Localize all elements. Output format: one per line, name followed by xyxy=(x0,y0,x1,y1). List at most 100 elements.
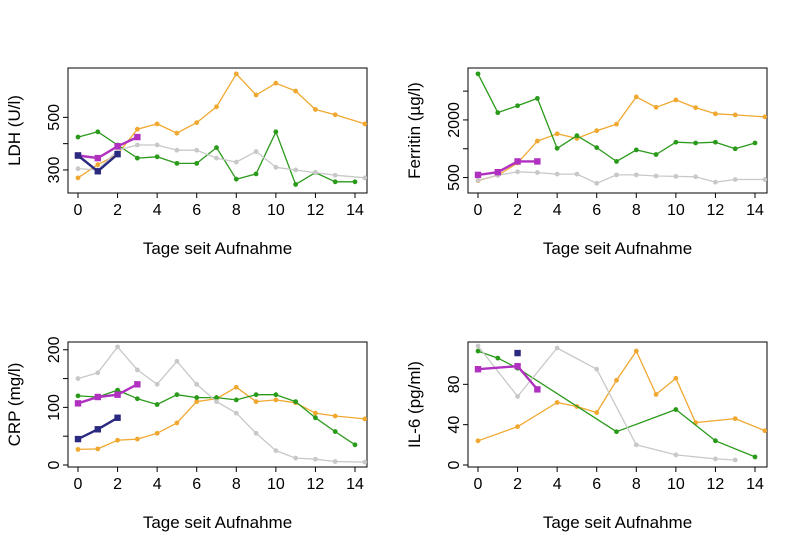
data-point-purple xyxy=(474,366,482,373)
series-line-orange xyxy=(477,350,766,442)
data-point-orange xyxy=(95,446,101,452)
data-point-green xyxy=(752,454,758,460)
x-tick-label: 14 xyxy=(746,202,764,219)
data-point-gray xyxy=(574,171,580,177)
data-point-gray xyxy=(475,343,481,349)
y-tick-label: 500 xyxy=(46,104,63,131)
x-tick-label: 8 xyxy=(632,476,641,493)
x-axis-label: Tage seit Aufnahme xyxy=(143,239,292,258)
x-tick-label: 0 xyxy=(474,202,483,219)
data-point-gray xyxy=(713,179,718,185)
data-point-green xyxy=(253,171,259,177)
data-point-green xyxy=(233,397,239,403)
data-point-orange xyxy=(614,121,619,127)
data-point-gray xyxy=(762,177,767,182)
data-point-gray xyxy=(115,344,120,350)
data-point-gray xyxy=(313,456,318,462)
y-tick-label: 100 xyxy=(46,394,63,421)
data-point-green xyxy=(95,129,101,135)
y-axis-label: CRP (mg/l) xyxy=(5,363,24,447)
data-point-navy xyxy=(74,435,82,443)
series-line-purple xyxy=(77,136,138,160)
chart-panel-1: 0 2 4 6 8 10 12 14 300 500 Tage seit Aufnahme LDH (… xyxy=(5,67,368,258)
data-point-green xyxy=(115,387,120,393)
data-point-orange xyxy=(154,430,160,436)
data-point-gray xyxy=(134,142,140,148)
data-point-gray xyxy=(515,169,520,175)
data-point-gray xyxy=(633,442,639,448)
data-point-green xyxy=(293,182,299,187)
data-point-gray xyxy=(174,358,180,364)
data-point-orange xyxy=(174,420,180,426)
data-point-purple xyxy=(94,154,101,162)
y-tick-label: 500 xyxy=(446,164,463,191)
data-point-gray xyxy=(554,171,560,177)
data-point-green xyxy=(214,395,219,400)
x-tick-label: 14 xyxy=(346,476,364,493)
data-point-gray xyxy=(273,164,279,170)
x-tick-label: 10 xyxy=(667,476,685,493)
series-line-green xyxy=(477,73,756,163)
data-point-green xyxy=(614,159,619,164)
x-tick-label: 2 xyxy=(513,202,522,219)
data-point-orange xyxy=(313,107,318,112)
y-tick-label: 0 xyxy=(446,460,463,469)
data-point-purple xyxy=(94,393,101,401)
data-point-orange xyxy=(362,416,367,422)
data-point-orange xyxy=(673,375,679,381)
data-point-orange xyxy=(594,410,600,415)
data-point-orange xyxy=(673,97,679,103)
x-tick-label: 8 xyxy=(632,202,641,219)
data-point-green xyxy=(752,140,758,146)
plot-frame xyxy=(467,341,768,468)
data-point-green xyxy=(154,402,160,407)
data-point-gray xyxy=(214,155,219,161)
data-point-orange xyxy=(214,104,219,110)
data-point-green xyxy=(693,140,699,146)
data-point-gray xyxy=(594,366,600,372)
data-point-orange xyxy=(362,121,367,127)
data-point-green xyxy=(515,103,520,109)
data-point-gray xyxy=(95,370,101,376)
data-point-gray xyxy=(293,167,299,173)
x-tick-label: 6 xyxy=(192,476,201,493)
series-line-orange xyxy=(77,73,366,179)
data-point-gray xyxy=(214,399,219,405)
data-point-green xyxy=(154,154,160,160)
data-point-gray xyxy=(75,376,81,381)
data-point-green xyxy=(475,71,481,77)
data-point-green xyxy=(332,429,338,434)
x-tick-label: 2 xyxy=(513,476,522,493)
data-point-orange xyxy=(475,438,481,444)
data-point-gray xyxy=(154,142,160,148)
series-line-orange xyxy=(477,96,765,182)
data-point-orange xyxy=(653,104,659,110)
data-point-green xyxy=(293,399,299,405)
data-point-gray xyxy=(554,345,560,351)
data-point-orange xyxy=(534,138,540,144)
data-point-gray xyxy=(253,149,259,154)
data-point-orange xyxy=(253,399,259,405)
data-point-gray xyxy=(174,147,180,153)
data-point-gray xyxy=(673,174,679,179)
x-tick-label: 0 xyxy=(474,476,483,493)
x-tick-label: 2 xyxy=(113,202,122,219)
data-point-green xyxy=(233,176,239,182)
x-tick-label: 0 xyxy=(74,476,83,493)
data-point-green xyxy=(313,415,318,421)
data-point-orange xyxy=(154,121,160,127)
data-point-orange xyxy=(554,400,560,405)
series-line-purple xyxy=(477,160,538,177)
data-point-green xyxy=(214,145,219,150)
data-point-green xyxy=(534,96,540,101)
data-point-green xyxy=(352,179,358,185)
data-point-gray xyxy=(693,174,699,180)
x-tick-label: 4 xyxy=(553,202,562,219)
data-point-green xyxy=(174,392,180,398)
data-point-purple xyxy=(74,400,82,407)
data-point-orange xyxy=(75,447,81,452)
data-point-orange xyxy=(762,114,767,120)
series-line-gray xyxy=(77,346,365,463)
y-tick-label: 2000 xyxy=(446,102,463,138)
data-point-green xyxy=(495,355,501,361)
